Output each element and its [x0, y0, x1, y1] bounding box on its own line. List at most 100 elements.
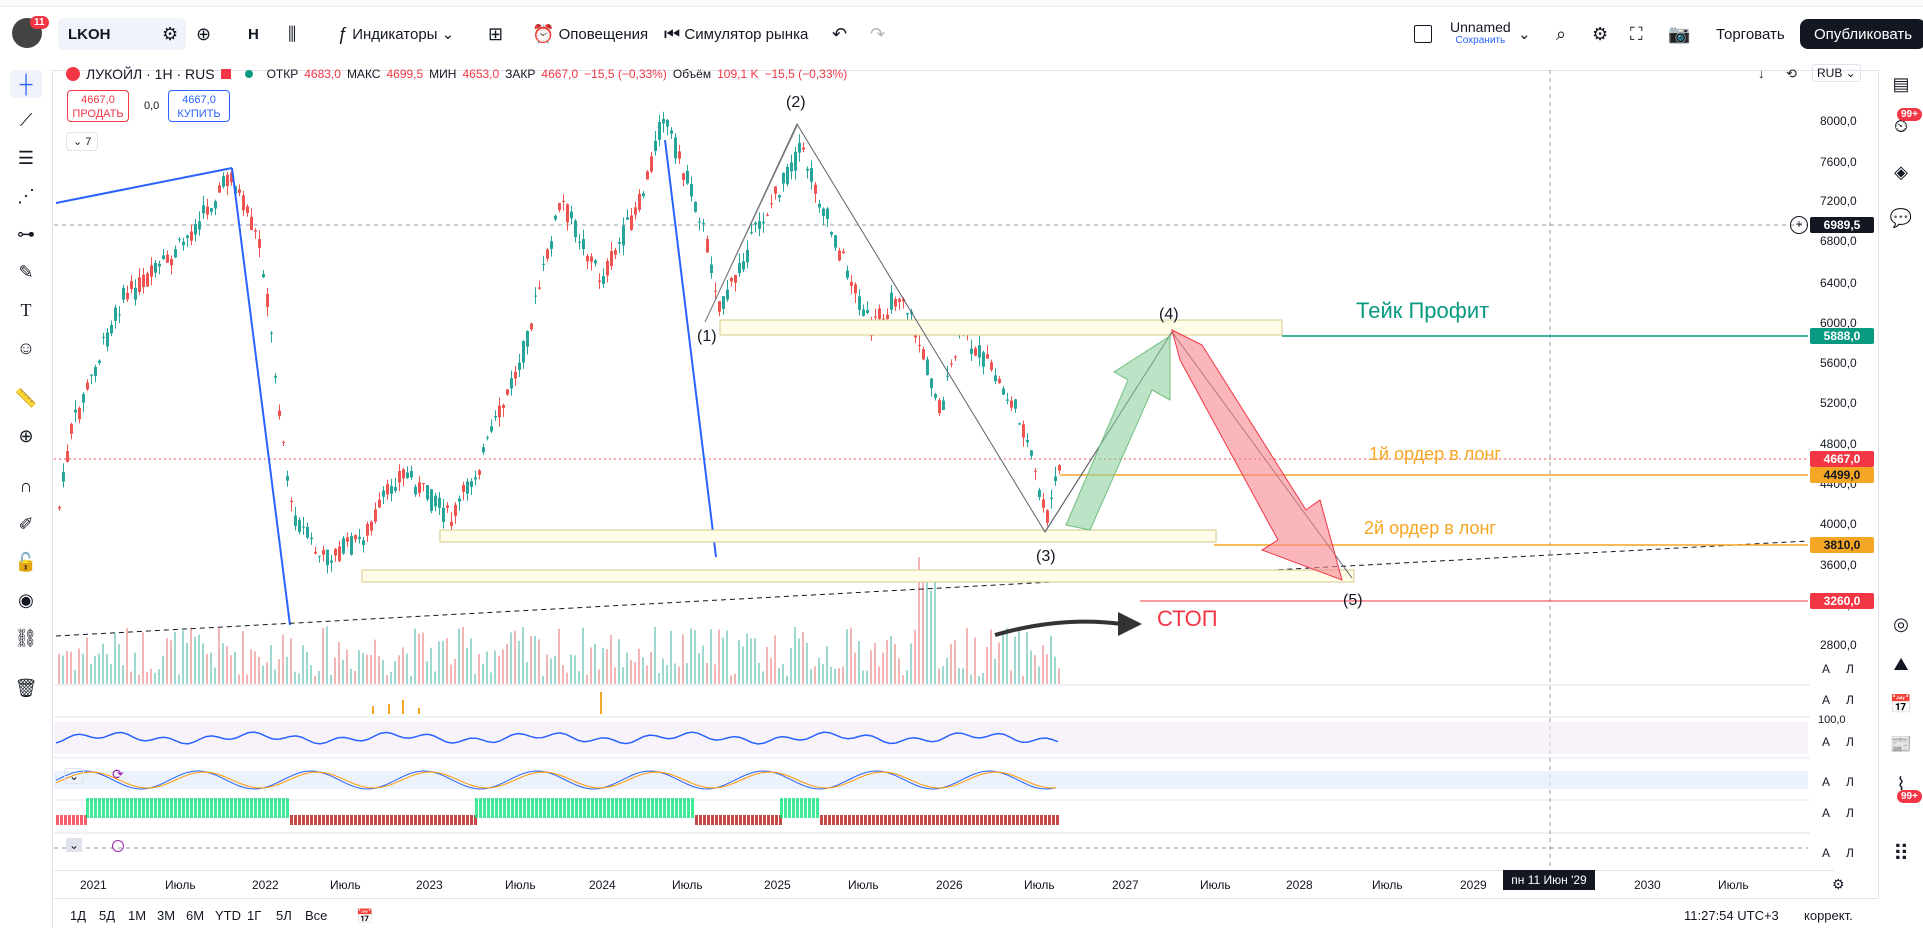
elliott-wave-icon[interactable]: ⋰: [17, 185, 35, 206]
chat-icon[interactable]: 💬: [1889, 207, 1913, 228]
wave-3-label[interactable]: (3): [1036, 548, 1056, 565]
stop-label[interactable]: СТОП: [1157, 606, 1218, 631]
sync-icon[interactable]: ⟳: [112, 766, 124, 782]
short-arrow[interactable]: [1171, 329, 1343, 581]
camera-icon[interactable]: 📷: [1668, 23, 1691, 44]
fullscreen-icon[interactable]: ⛶: [1630, 23, 1643, 44]
keep-drawing-icon[interactable]: ✐: [18, 513, 34, 534]
wave-1-label[interactable]: (1): [697, 328, 717, 345]
layers-icon[interactable]: ◈: [1894, 161, 1908, 182]
range-button[interactable]: 5Д: [99, 908, 116, 923]
resistance-zone[interactable]: [719, 319, 1283, 336]
news-icon[interactable]: 📰: [1889, 733, 1913, 754]
range-button[interactable]: YTD: [215, 908, 241, 923]
fib-retracement-icon[interactable]: ☰: [17, 147, 35, 168]
replay-button[interactable]: ⏮ Симулятор рынка: [664, 18, 808, 50]
undo-icon[interactable]: ↶: [832, 23, 848, 44]
layout-checkbox-icon[interactable]: [1414, 18, 1432, 50]
wave-2-label[interactable]: (2): [786, 94, 806, 111]
alerts-button[interactable]: ⏰ Оповещения: [532, 18, 648, 50]
layout-name-button[interactable]: Unnamed Сохранить: [1450, 18, 1511, 50]
trend-line-icon[interactable]: ⟋: [19, 109, 33, 130]
pane-collapse-icon[interactable]: ⌄: [64, 768, 85, 784]
symbol-search[interactable]: LKOH: [58, 18, 186, 50]
support-trend-line[interactable]: [55, 540, 1809, 637]
order2-label[interactable]: 2й ордер в лонг: [1364, 518, 1496, 538]
scroll-down-icon[interactable]: ↓: [1758, 66, 1765, 81]
buy-button[interactable]: 4667,0 КУПИТЬ: [168, 90, 230, 122]
emoji-icon[interactable]: ☺: [16, 337, 36, 358]
legend-title[interactable]: ЛУКОЙЛ · 1Н · RUS: [86, 66, 215, 82]
take-profit-label[interactable]: Тейк Профит: [1356, 298, 1490, 323]
magnet-icon[interactable]: ∩: [19, 475, 33, 496]
indicators-button[interactable]: ƒ Индикаторы ⌄: [338, 23, 455, 44]
trend-bar: [800, 798, 803, 818]
clock[interactable]: 11:27:54 UTC+3: [1684, 908, 1779, 923]
brush-icon[interactable]: ✎: [18, 261, 34, 282]
indicator-dot-icon[interactable]: [112, 840, 124, 852]
long-arrow[interactable]: [1065, 335, 1171, 531]
range-button[interactable]: 5Л: [276, 908, 292, 923]
link-icon[interactable]: ⛓: [14, 627, 38, 648]
elliott-wave-path[interactable]: [704, 122, 1353, 579]
flag-icon[interactable]: [220, 69, 231, 79]
settings-gear-icon[interactable]: ⚙: [1592, 23, 1609, 44]
range-button[interactable]: 1М: [128, 908, 147, 923]
chart-type-icon[interactable]: ⫼: [288, 23, 297, 44]
crosshair-icon[interactable]: ┼: [10, 70, 42, 98]
publish-button[interactable]: Опубликовать: [1800, 19, 1923, 49]
compare-add-icon[interactable]: ⊕: [196, 23, 212, 44]
add-alert-icon[interactable]: +: [1790, 216, 1808, 234]
ruler-icon[interactable]: 📏: [14, 387, 38, 408]
lock-icon[interactable]: 🔓: [14, 551, 38, 572]
sell-button[interactable]: 4667,0 ПРОДАТЬ: [67, 90, 129, 122]
layout-chevron-down-icon[interactable]: ⌄: [1518, 26, 1531, 43]
zoom-in-icon[interactable]: ⊕: [18, 425, 34, 446]
time-axis-settings-icon[interactable]: ⚙: [1832, 876, 1845, 892]
range-button[interactable]: Все: [305, 908, 328, 923]
chart-canvas[interactable]: [54, 60, 1879, 870]
trend-line[interactable]: [55, 167, 233, 204]
eye-icon[interactable]: ◉: [18, 589, 34, 610]
currency-selector[interactable]: RUB ⌄: [1812, 64, 1861, 82]
text-tool-icon[interactable]: T: [20, 299, 32, 320]
apps-grid-icon[interactable]: ⠿: [1892, 841, 1910, 866]
order1-label[interactable]: 1й ордер в лонг: [1369, 444, 1501, 464]
date-range-calendar-icon[interactable]: 📅: [356, 908, 374, 924]
range-button[interactable]: 1Г: [247, 908, 262, 923]
trash-icon[interactable]: 🗑: [14, 677, 38, 698]
support-zone-lower[interactable]: [361, 569, 1355, 583]
prediction-icon[interactable]: ⊶: [17, 223, 35, 244]
quick-search-icon[interactable]: ⌕: [1556, 23, 1567, 44]
range-button[interactable]: 6М: [186, 908, 205, 923]
broadcast-icon[interactable]: ⌇: [1896, 773, 1906, 794]
watchlist-icon[interactable]: ▤: [1892, 73, 1910, 94]
range-button[interactable]: 3М: [157, 908, 176, 923]
indicators-collapse-button[interactable]: ⌄ 7: [66, 132, 99, 151]
range-button[interactable]: 1Д: [70, 908, 87, 923]
auto-scale-icon[interactable]: ⟲: [1786, 66, 1797, 81]
time-axis[interactable]: [54, 870, 1834, 897]
interval-button[interactable]: Н: [248, 25, 259, 43]
trend-bar: [1008, 815, 1011, 825]
redo-icon[interactable]: ↷: [870, 23, 886, 44]
symbol-settings-icon[interactable]: ⚙: [162, 23, 179, 44]
pane-collapse-icon-2[interactable]: ⌄: [66, 838, 83, 852]
trend-line[interactable]: [664, 139, 717, 558]
target-icon[interactable]: ◎: [1893, 613, 1909, 634]
ideas-icon[interactable]: ⛰: [1893, 653, 1909, 674]
support-zone[interactable]: [439, 529, 1217, 543]
wave-5-label[interactable]: (5): [1343, 592, 1363, 609]
trade-button[interactable]: Торговать: [1716, 25, 1785, 43]
wave-4-label[interactable]: (4): [1159, 306, 1179, 323]
adjust-button[interactable]: коррект.: [1804, 908, 1853, 923]
templates-icon[interactable]: ⊞: [488, 23, 504, 44]
trend-line[interactable]: [231, 167, 291, 626]
calendar-icon[interactable]: 📅: [1889, 693, 1913, 714]
